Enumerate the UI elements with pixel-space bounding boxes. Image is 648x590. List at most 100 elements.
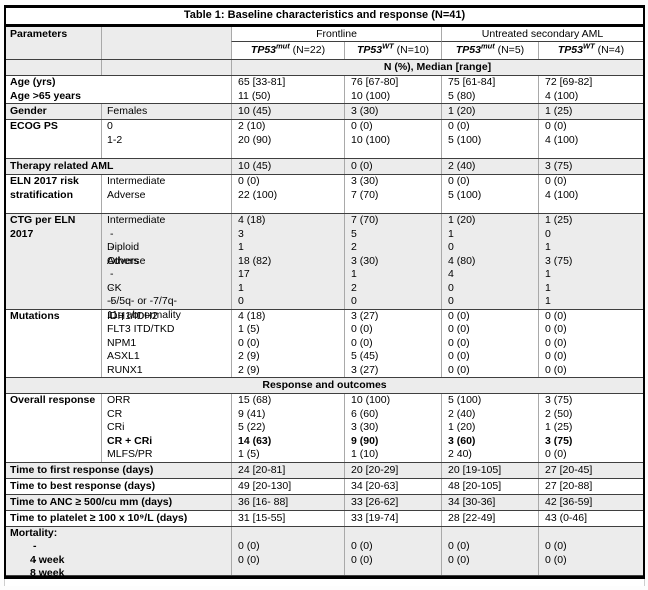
row-subparameter-cell: Females [101, 104, 231, 119]
row-subparameter-label: CR + CRi [107, 434, 153, 447]
value-cell: 75 [61-84] [441, 76, 538, 90]
value-cell: 36 [16- 88] [231, 494, 344, 510]
value-cell: 5 (22) [231, 421, 344, 435]
value-cell: 3 (27) [344, 363, 441, 377]
row-parameter-cell: ECOG PS [6, 120, 101, 134]
value-cell: 1 [538, 241, 643, 255]
row-parameter-label: Age (yrs) [10, 76, 56, 88]
value-cell: 2 (40) [441, 407, 538, 421]
value-cell: 0 (0) [231, 336, 344, 350]
value-cell: 0 [441, 241, 538, 255]
blank-cell [441, 567, 538, 575]
value-cell: 0 (0) [538, 448, 643, 462]
value-cell: 1 (5) [231, 448, 344, 462]
value-cell [344, 526, 441, 540]
value-cell: 5 (100) [441, 133, 538, 147]
blank-cell [538, 567, 643, 575]
value-cell: 76 [67-80] [344, 76, 441, 90]
value-cell: 1 (25) [538, 214, 643, 228]
row-subparameter-cell: RUNX1 [101, 363, 231, 377]
blank-cell [101, 147, 231, 158]
table-section: Mortality: -4 week 0 (0) 0 (0) 0 (0) 0 (0) -8 … [6, 526, 643, 580]
row-parameter-label: Mutations [10, 309, 60, 322]
row-parameter-label: 4 week [30, 553, 65, 566]
value-cell: 27 [20-88] [538, 478, 643, 494]
value-cell: 1 (25) [538, 421, 643, 435]
value-cell: 0 (0) [441, 175, 538, 189]
value-cell [538, 526, 643, 540]
row-subparameter-cell: - CK [101, 268, 231, 294]
measure-empty-cell [101, 60, 231, 75]
value-cell: 10 (100) [344, 89, 441, 103]
value-cell: 5 [344, 227, 441, 241]
value-cell: 1 (20) [441, 421, 538, 435]
row-subparameter-label: Females [107, 105, 148, 117]
blank-cell [441, 147, 538, 158]
value-cell: 0 [344, 295, 441, 309]
row-subparameter-label: Others [107, 254, 139, 267]
row-parameter-cell: Age (yrs) [6, 76, 231, 90]
value-cell: 2 [344, 241, 441, 255]
value-cell: 0 (0) [538, 540, 643, 554]
blank-cell [344, 567, 441, 575]
value-cell: 42 [36-59] [538, 494, 643, 510]
value-cell: 0 (0) [441, 309, 538, 323]
value-cell: 5 (45) [344, 350, 441, 364]
value-cell: 33 [26-62] [344, 494, 441, 510]
value-cell: 3 (30) [344, 175, 441, 189]
value-cell [441, 526, 538, 540]
list-dash: - [110, 241, 114, 253]
value-cell: 22 (100) [231, 188, 344, 202]
value-cell: 2 (40) [441, 159, 538, 174]
row-parameter-cell: Mutations [6, 310, 101, 324]
row-parameter-label: Age >65 years [10, 89, 81, 102]
row-subparameter-label: 11q abnormality [107, 308, 181, 321]
column-header-tp53wt-untreated: TP53WT (N=4) [538, 42, 643, 59]
table-header: Parameters Frontline Untreated secondary… [6, 27, 643, 60]
value-cell: 0 (0) [538, 553, 643, 567]
value-cell: 0 (0) [441, 540, 538, 554]
value-cell: 1 [231, 281, 344, 295]
value-cell: 0 (0) [344, 540, 441, 554]
value-cell: 1 (20) [441, 104, 538, 119]
value-cell: 0 (0) [441, 336, 538, 350]
value-cell: 4 (100) [538, 89, 643, 103]
value-cell: 7 (70) [344, 188, 441, 202]
value-cell: 20 (90) [231, 133, 344, 147]
value-cell: 0 (0) [538, 120, 643, 134]
row-parameter-label: Time to best response (days) [10, 479, 156, 492]
value-cell: 34 [30-36] [441, 494, 538, 510]
gene-superscript: WT [582, 41, 595, 51]
value-cell: 0 (0) [344, 159, 441, 174]
value-cell: 1 [441, 227, 538, 241]
row-parameter-cell: -8 week [6, 554, 231, 580]
value-cell: 3 (75) [538, 434, 643, 448]
value-cell: 4 (100) [538, 133, 643, 147]
value-cell: 3 (60) [441, 434, 538, 448]
row-parameter-cell: Gender [6, 104, 101, 119]
row-subparameter-cell: Adverse [101, 188, 231, 202]
measure-label: N (%), Median [range] [231, 60, 643, 75]
list-dash: - [110, 295, 114, 307]
measure-row: N (%), Median [range] [6, 60, 643, 76]
value-cell: 24 [20-81] [231, 462, 344, 478]
value-cell: 48 [20-105] [441, 478, 538, 494]
value-cell: 49 [20-130] [231, 478, 344, 494]
row-subparameter-cell: FLT3 ITD/TKD [101, 323, 231, 337]
table-body: Age (yrs) 65 [33-81] 76 [67-80] 75 [61-84] 7… [6, 76, 643, 580]
value-cell: 3 (30) [344, 104, 441, 119]
value-cell: 34 [20-63] [344, 478, 441, 494]
value-cell: 0 (0) [538, 350, 643, 364]
row-subparameter-label: IDH1/IDH2 [107, 309, 158, 322]
list-dash: - [110, 227, 114, 240]
row-parameter-cell: Time to first response (days) [6, 463, 231, 478]
value-cell: 3 (75) [538, 254, 643, 268]
value-cell: 10 (45) [231, 104, 344, 119]
value-cell: 0 (0) [538, 175, 643, 189]
value-cell: 0 (0) [344, 553, 441, 567]
row-subparameter-label: 0 [107, 120, 113, 132]
value-cell: 3 (30) [344, 254, 441, 268]
row-parameter-cell: -4 week [6, 540, 231, 566]
row-parameter-label: Overall response [10, 394, 96, 406]
group-header-untreated-secondary-aml: Untreated secondary AML [441, 27, 643, 42]
